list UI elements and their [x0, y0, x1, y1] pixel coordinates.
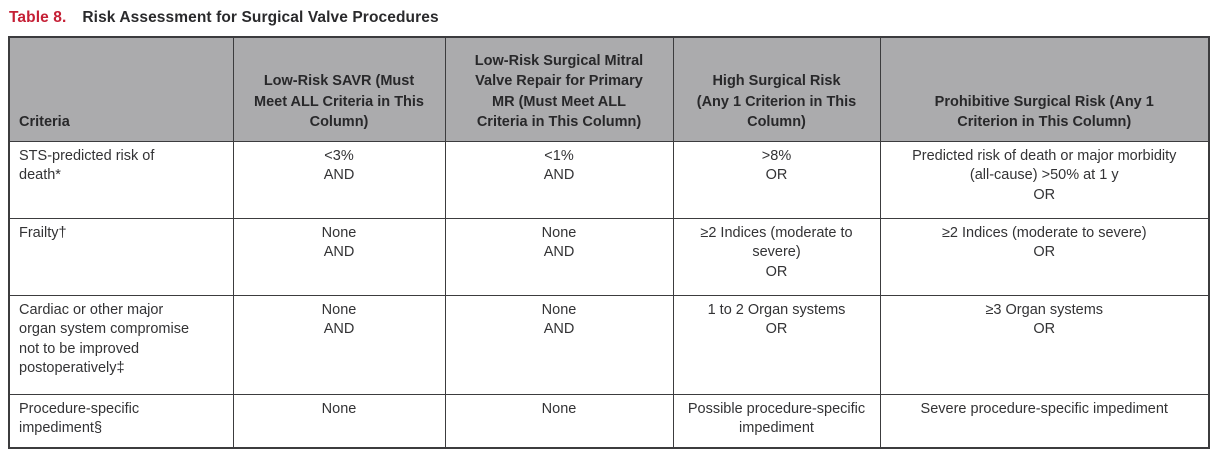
cell-value: Possible procedure-specific impediment — [672, 393, 881, 449]
cell-value: None AND — [232, 294, 446, 395]
cell-value: 1 to 2 Organ systems OR — [672, 294, 881, 395]
cell-value: >8% OR — [672, 140, 881, 219]
table-caption: Table 8. Risk Assessment for Surgical Val… — [9, 9, 1208, 27]
column-header-prohibitive-surgical-risk: Prohibitive Surgical Risk (Any 1 Criteri… — [879, 36, 1210, 142]
cell-value: None — [232, 393, 446, 449]
criteria-label: Cardiac or other major organ system comp… — [8, 294, 234, 395]
criteria-label: STS-predicted risk of death* — [8, 140, 234, 219]
table-header-row: Criteria Low-Risk SAVR (Must Meet ALL Cr… — [8, 36, 1210, 142]
cell-value: <3% AND — [232, 140, 446, 219]
criteria-label: Frailty† — [8, 217, 234, 296]
table-row-organ-compromise: Cardiac or other major organ system comp… — [8, 294, 1210, 395]
table-row-procedure-impediment: Procedure-specific impediment§ None None… — [8, 393, 1210, 449]
cell-value: Predicted risk of death or major morbidi… — [879, 140, 1210, 219]
cell-value: None AND — [444, 217, 674, 296]
cell-value: None AND — [232, 217, 446, 296]
table-row-frailty: Frailty† None AND None AND ≥2 Indices (m… — [8, 217, 1210, 296]
cell-value: Severe procedure-specific impediment — [879, 393, 1210, 449]
table-caption-title: Risk Assessment for Surgical Valve Proce… — [82, 9, 439, 26]
column-header-low-risk-mitral-repair: Low-Risk Surgical Mitral Valve Repair fo… — [444, 36, 674, 142]
cell-value: ≥2 Indices (moderate to severe) OR — [672, 217, 881, 296]
cell-value: <1% AND — [444, 140, 674, 219]
criteria-label: Procedure-specific impediment§ — [8, 393, 234, 449]
column-header-low-risk-savr: Low-Risk SAVR (Must Meet ALL Criteria in… — [232, 36, 446, 142]
table-row-sts-risk: STS-predicted risk of death* <3% AND <1%… — [8, 140, 1210, 219]
column-header-high-surgical-risk: High Surgical Risk (Any 1 Criterion in T… — [672, 36, 881, 142]
cell-value: None — [444, 393, 674, 449]
column-header-criteria: Criteria — [8, 36, 234, 142]
table-caption-number: Table 8. — [9, 9, 67, 26]
cell-value: ≥2 Indices (moderate to severe) OR — [879, 217, 1210, 296]
risk-assessment-table: Criteria Low-Risk SAVR (Must Meet ALL Cr… — [8, 36, 1210, 449]
cell-value: None AND — [444, 294, 674, 395]
cell-value: ≥3 Organ systems OR — [879, 294, 1210, 395]
